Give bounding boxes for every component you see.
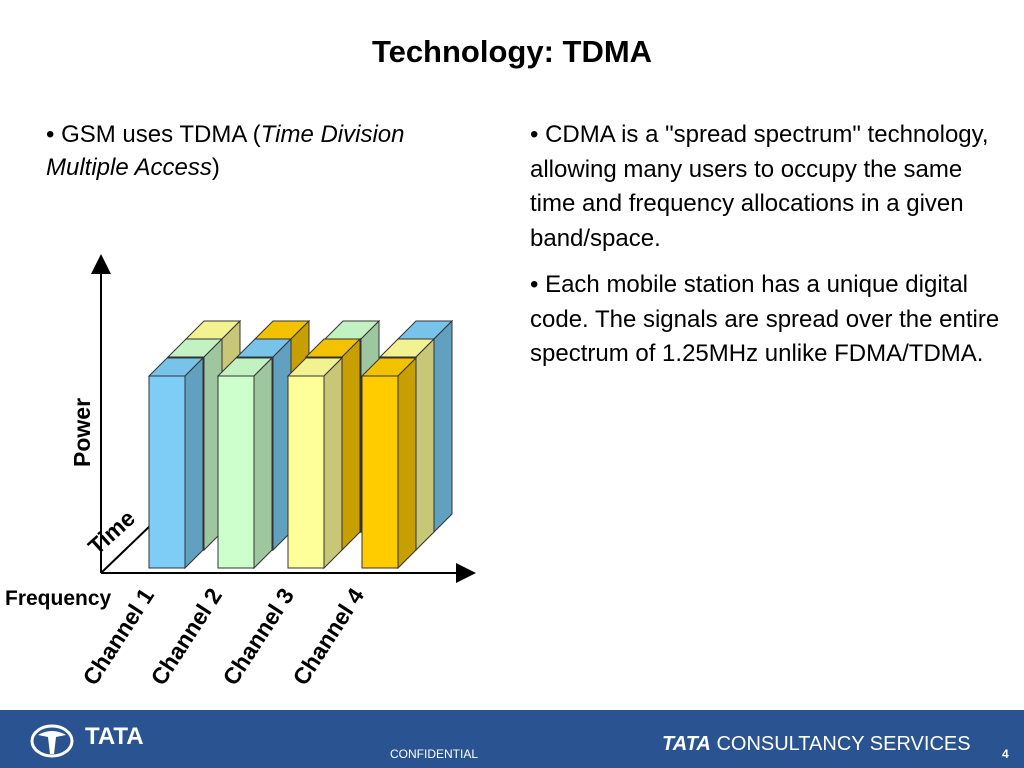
bar-front-4-front [361, 375, 399, 569]
right-bullet-1: • CDMA is a "spread spectrum" technology… [530, 121, 989, 252]
left-bullet: • GSM uses TDMA (Time Division Multiple … [46, 118, 486, 184]
bullet-mark: • [46, 121, 55, 148]
left-text-italic: Time Division Multiple Access [46, 121, 405, 181]
right-bullets: • CDMA is a "spread spectrum" technology… [530, 118, 1000, 384]
channel-bars [147, 319, 454, 570]
bar-row2-4-side [433, 319, 453, 534]
time-axis-label: Time [83, 505, 140, 560]
bar-front-2-front [217, 375, 255, 569]
channel-label-4: Channel 4 [287, 583, 369, 690]
tcs-brand-bold: TATA [662, 733, 711, 755]
bar-row1-3-side [341, 337, 361, 552]
bar-front-1-front [148, 375, 186, 569]
left-text-after: ) [211, 154, 220, 181]
tdma-diagram: Power Time Frequency Channel 1 Channel 2… [5, 254, 476, 690]
bar-front-2-side [253, 356, 273, 570]
power-axis-label: Power [69, 398, 95, 467]
bar-front-3-front [287, 375, 325, 569]
confidential-label: CONFIDENTIAL [390, 747, 479, 761]
left-text-before: GSM uses TDMA ( [54, 121, 261, 148]
page-number: 4 [1002, 747, 1009, 761]
footer-logo-word: TATA [85, 723, 144, 750]
tata-logo-icon [30, 724, 74, 758]
slide-title: Technology: TDMA [371, 34, 653, 69]
tcs-brand-rest: CONSULTANCY SERVICES [716, 733, 971, 755]
frequency-axis-label: Frequency [5, 587, 112, 610]
bar-front-4-side [397, 356, 417, 570]
tcs-brand: TATA CONSULTANCY SERVICES [662, 733, 971, 756]
bar-front-1-side [184, 356, 204, 570]
footer-bar: TATA CONFIDENTIAL TATA CONSULTANCY SERVI… [0, 710, 1024, 768]
channel-label-3: Channel 3 [217, 583, 299, 689]
bar-front-3-side [323, 356, 343, 570]
right-bullet-2: • Each mobile station has a unique digit… [530, 271, 1000, 367]
bar-row1-4-side [415, 337, 435, 552]
